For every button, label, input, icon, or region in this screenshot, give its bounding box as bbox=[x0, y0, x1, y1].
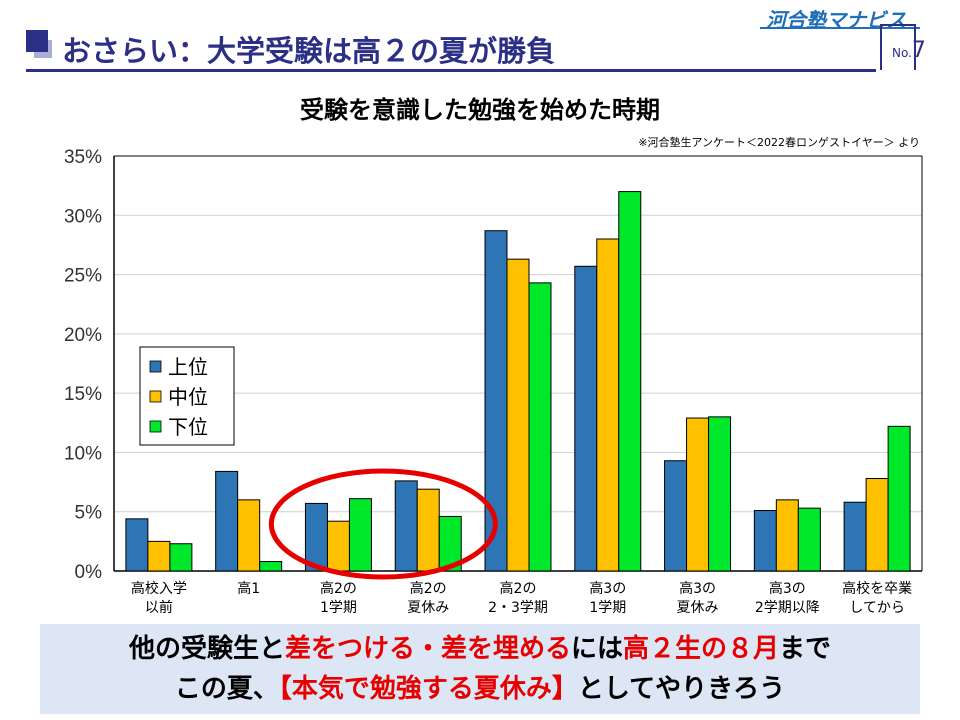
bar-8-0 bbox=[843, 501, 867, 572]
bar-8-1 bbox=[865, 478, 889, 572]
message-line-1-segment-1: 差をつける・差を埋める bbox=[284, 634, 571, 664]
message-line-1-segment-2: には bbox=[570, 634, 623, 664]
y-tick-label: 20% bbox=[64, 325, 102, 346]
bar-6-1 bbox=[686, 417, 710, 572]
legend-label-0: 上位 bbox=[168, 355, 208, 379]
message-line-2: この夏、【本気で勉強する夏休み】としてやりきろう bbox=[0, 668, 960, 705]
legend-label-1: 中位 bbox=[168, 385, 208, 409]
y-tick-label: 30% bbox=[64, 206, 102, 227]
y-tick-label: 15% bbox=[64, 384, 102, 405]
message-line-1-segment-3: 高２生の８月 bbox=[623, 634, 780, 664]
x-tick-label: 高2の bbox=[410, 580, 447, 597]
bar-2-1 bbox=[326, 520, 350, 572]
bar-1-1 bbox=[237, 499, 261, 572]
message-box: 他の受験生と差をつける・差を埋めるには高２生の８月まで この夏、【本気で勉強する… bbox=[40, 624, 920, 714]
x-tick-label: 以前 bbox=[145, 599, 173, 616]
x-tick-label: 高1 bbox=[237, 580, 260, 597]
bar-2-2 bbox=[348, 498, 372, 572]
x-tick-label: 高3の bbox=[589, 580, 626, 597]
y-tick-label: 25% bbox=[64, 266, 102, 287]
bar-6-0 bbox=[664, 460, 688, 572]
y-tick-label: 0% bbox=[75, 562, 103, 583]
title-marker bbox=[26, 30, 48, 52]
bar-5-1 bbox=[596, 238, 620, 572]
legend-swatch-0 bbox=[149, 360, 162, 373]
x-tick-label: 高3の bbox=[769, 580, 806, 597]
x-tick-label: 高校を卒業 bbox=[842, 580, 912, 597]
x-tick-label: してから bbox=[849, 600, 905, 616]
bar-7-0 bbox=[753, 510, 777, 572]
bar-1-0 bbox=[215, 470, 239, 572]
legend-swatch-1 bbox=[149, 390, 162, 403]
legend-swatch-2 bbox=[149, 420, 162, 433]
message-line-1-segment-0: 他の受験生と bbox=[128, 634, 285, 664]
brand-underline bbox=[760, 27, 920, 29]
message-line-1: 他の受験生と差をつける・差を埋めるには高２生の８月まで bbox=[0, 628, 960, 665]
bar-3-0 bbox=[394, 480, 418, 572]
x-tick-label: 1学期 bbox=[320, 600, 357, 616]
bar-6-2 bbox=[708, 416, 732, 572]
bar-0-0 bbox=[125, 518, 149, 572]
bar-4-1 bbox=[506, 258, 530, 572]
bar-7-2 bbox=[797, 507, 821, 572]
x-tick-label: 夏休み bbox=[407, 600, 449, 616]
chart-title: 受験を意識した勉強を始めた時期 bbox=[300, 96, 660, 124]
bar-8-2 bbox=[887, 425, 911, 572]
message-line-2-segment-1: 【本気で勉強する夏休み】 bbox=[278, 674, 578, 704]
page-number-frame bbox=[880, 24, 916, 70]
bar-0-2 bbox=[169, 543, 193, 572]
message-line-2-segment-0: この夏、 bbox=[174, 674, 279, 704]
bar-3-2 bbox=[438, 515, 462, 572]
x-tick-label: 2・3学期 bbox=[488, 600, 548, 616]
x-tick-label: 高3の bbox=[679, 580, 716, 597]
x-tick-label: 高校入学 bbox=[131, 580, 187, 597]
x-tick-label: 2学期以降 bbox=[755, 600, 820, 616]
bar-4-2 bbox=[528, 282, 552, 572]
y-tick-label: 10% bbox=[64, 443, 102, 464]
bar-5-0 bbox=[574, 265, 598, 572]
x-tick-label: 夏休み bbox=[677, 600, 719, 616]
page-number-prefix: No. bbox=[892, 46, 912, 60]
highlight-ellipse bbox=[268, 468, 498, 580]
y-tick-label: 35% bbox=[64, 147, 102, 168]
bar-1-2 bbox=[259, 561, 283, 572]
legend-label-2: 下位 bbox=[168, 415, 208, 439]
page-number: No.7 bbox=[892, 38, 926, 63]
bar-0-1 bbox=[147, 540, 171, 572]
x-tick-label: 1学期 bbox=[589, 600, 626, 616]
title-underline bbox=[26, 69, 876, 72]
message-line-2-segment-2: としてやりきろう bbox=[577, 674, 786, 704]
x-tick-label: 高2の bbox=[320, 580, 357, 597]
x-tick-label: 高2の bbox=[500, 580, 537, 597]
page-title: おさらい：大学受験は高２の夏が勝負 bbox=[62, 34, 556, 68]
bar-7-1 bbox=[775, 499, 799, 572]
message-line-1-segment-4: まで bbox=[779, 634, 832, 664]
bar-5-2 bbox=[618, 191, 642, 572]
bar-3-1 bbox=[416, 488, 440, 572]
page-number-value: 7 bbox=[911, 38, 926, 63]
y-tick-label: 5% bbox=[75, 503, 103, 524]
source-note: ※河合塾生アンケート＜2022春ロンゲストイヤー＞ より bbox=[638, 136, 920, 149]
